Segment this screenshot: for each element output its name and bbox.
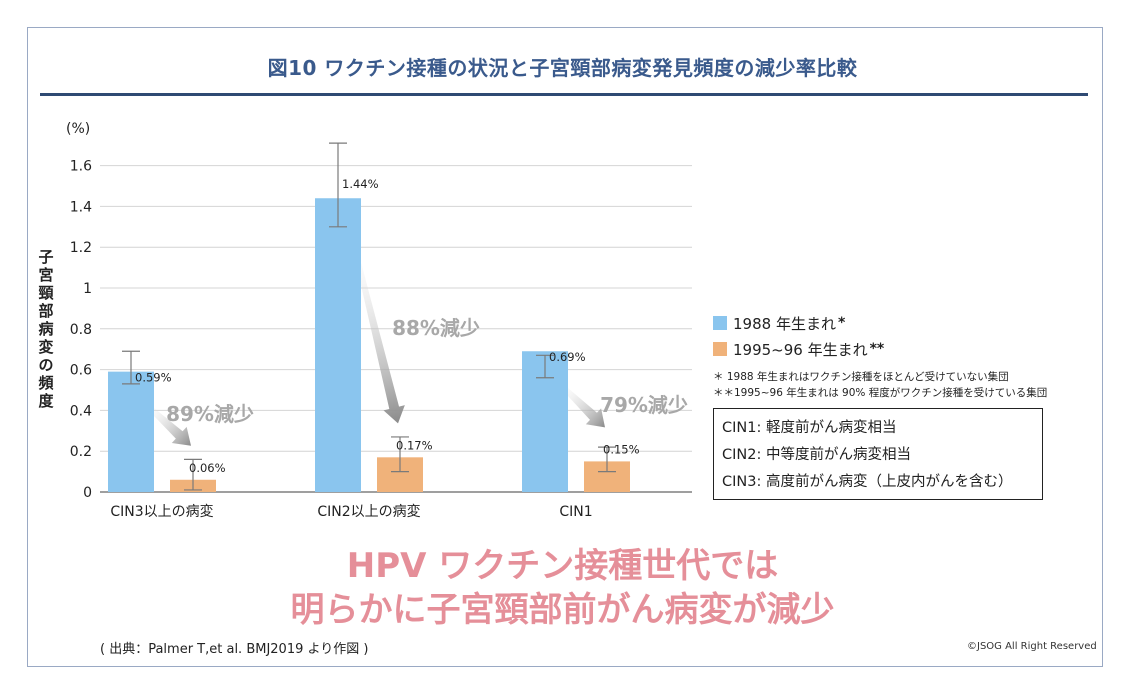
y-tick-label: 1.4: [70, 199, 92, 215]
value-label: 0.17%: [396, 438, 433, 452]
legend-swatch-1988: [713, 316, 727, 330]
error-bars: [122, 142, 616, 491]
footnote-2: ＊＊1995~96 年生まれは 90% 程度がワクチン接種を受けている集団: [713, 387, 1048, 399]
value-label: 0.06%: [189, 461, 226, 475]
legend-mark-1988: *: [837, 315, 846, 331]
legend-item-1988: 1988 年生まれ *: [713, 310, 884, 336]
y-tick-label: 0.8: [70, 322, 92, 338]
headline-line-1: HPV ワクチン接種世代では: [346, 546, 779, 586]
y-axis-title: 子宮頸部病変の頻度: [38, 248, 54, 410]
value-labels: 0.59% 0.06% 1.44% 0.17% 0.69% 0.15%: [135, 177, 640, 475]
y-unit-label: (%): [66, 121, 90, 137]
value-label: 0.15%: [603, 442, 640, 456]
copyright: ©JSOG All Right Reserved: [967, 641, 1097, 652]
y-tick-label: 0: [83, 485, 92, 501]
reduction-label: 79%減少: [600, 393, 688, 417]
x-tick-labels: CIN3以上の病変 CIN2以上の病変 CIN1: [110, 503, 592, 520]
legend-mark-1995: **: [869, 341, 885, 357]
y-tick-label: 0.4: [70, 403, 92, 419]
x-tick-label: CIN1: [559, 504, 592, 520]
title-rule: [40, 93, 1088, 96]
headline-line-2: 明らかに子宮頸部前がん病変が減少: [290, 590, 835, 630]
legend-label-1988: 1988 年生まれ: [733, 314, 836, 333]
legend-swatch-1995: [713, 342, 727, 356]
bars: [108, 198, 630, 493]
slide-frame: [27, 27, 1103, 667]
definitions-box: CIN1: 軽度前がん病変相当 CIN2: 中等度前がん病変相当 CIN3: 高…: [713, 408, 1043, 500]
footnotes: ＊ 1988 年生まれはワクチン接種をほとんど受けていない集団 ＊＊1995~9…: [713, 369, 1047, 401]
legend: 1988 年生まれ * 1995~96 年生まれ **: [713, 310, 884, 362]
definition-cin2: CIN2: 中等度前がん病変相当: [722, 447, 911, 463]
value-label: 0.59%: [135, 371, 172, 385]
reduction-label: 89%減少: [166, 402, 254, 426]
x-tick-label: CIN3以上の病変: [110, 503, 213, 520]
footnote-1: ＊ 1988 年生まれはワクチン接種をほとんど受けていない集団: [713, 371, 1009, 383]
bar: [108, 371, 154, 492]
y-tick-label: 1.6: [70, 159, 92, 175]
definition-cin3: CIN3: 高度前がん病変（上皮内がんを含む）: [722, 474, 1013, 490]
bar: [315, 198, 361, 493]
x-tick-label: CIN2以上の病変: [317, 503, 420, 520]
y-tick-labels: 0 0.2 0.4 0.6 0.8 1 1.2 1.4 1.6: [70, 159, 92, 501]
value-label: 0.69%: [549, 350, 586, 364]
reduction-label: 88%減少: [392, 316, 480, 340]
legend-label-1995: 1995~96 年生まれ: [733, 340, 868, 359]
source-citation: ( 出典：Palmer T,et al. BMJ2019 より作図 ): [100, 642, 369, 657]
chart-title: 図10 ワクチン接種の状況と子宮頸部病変発見頻度の減少率比較: [267, 56, 858, 80]
value-label: 1.44%: [342, 177, 379, 191]
y-tick-label: 0.6: [70, 363, 92, 379]
reduction-labels: 89%減少 88%減少 79%減少: [166, 316, 688, 426]
y-tick-label: 0.2: [70, 444, 92, 460]
y-tick-label: 1.2: [70, 240, 92, 256]
legend-item-1995: 1995~96 年生まれ **: [713, 336, 884, 362]
reduction-arrow: [348, 227, 405, 424]
y-tick-label: 1: [83, 281, 92, 297]
definition-cin1: CIN1: 軽度前がん病変相当: [722, 420, 897, 436]
